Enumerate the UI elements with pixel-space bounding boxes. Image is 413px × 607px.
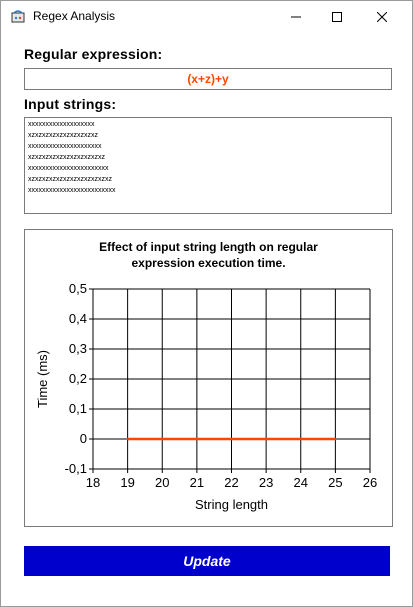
chart-panel: Effect of input string length on regular… [24,229,393,527]
title-bar[interactable]: Regex Analysis [1,1,412,32]
x-tick-label: 22 [224,475,238,490]
y-tick-label: 0,3 [69,341,87,356]
data-point [265,438,267,440]
x-tick-label: 19 [120,475,134,490]
x-tick-label: 18 [86,475,100,490]
y-tick-label: 0,4 [69,311,87,326]
input-strings-label: Input strings: [24,96,117,112]
x-tick-label: 21 [190,475,204,490]
input-string-line: xzxzxzxzxzxzxzxzxzxzxz [28,154,105,161]
update-button[interactable]: Update [24,546,390,576]
input-string-line: xxxxxxxxxxxxxxxxxxxxx [28,143,102,150]
input-string-line: xzxzxzxzxzxzxzxzxzxz [28,132,98,139]
close-button[interactable] [359,1,405,32]
line-chart: 18 19 20 21 22 23 24 25 26 0,5 0,4 0,3 0,2 0,1 0 -0,1 St… [35,281,377,512]
maximize-button[interactable] [314,1,360,32]
chart-title-line-1: Effect of input string length on regular [99,240,318,254]
data-point [161,438,164,440]
y-tick-label: 0 [80,431,87,446]
y-tick-label: 0,5 [69,281,87,296]
regex-label: Regular expression: [24,46,163,62]
input-string-line: xzxzxzxzxzxzxzxzxzxzxzxz [28,176,112,183]
input-strings-textarea[interactable]: xxxxxxxxxxxxxxxxxxx xzxzxzxzxzxzxzxzxzxz… [24,117,392,214]
regex-input[interactable]: (x+z)+y [24,68,392,90]
data-point [334,438,337,440]
x-tick-label: 23 [259,475,273,490]
x-tick-label: 26 [363,475,377,490]
chart-title-line-2: expression execution time. [131,256,286,270]
y-tick-label: 0,2 [69,371,87,386]
minimize-button[interactable] [273,1,319,32]
window-title: Regex Analysis [33,9,116,23]
x-tick-label: 20 [155,475,169,490]
input-string-line: xxxxxxxxxxxxxxxxxxx [28,121,95,128]
data-point [230,438,233,440]
y-tick-label: -0,1 [65,461,87,476]
x-axis-label: String length [195,497,268,512]
x-tick-label: 24 [294,475,308,490]
input-string-line: xxxxxxxxxxxxxxxxxxxxxxxxx [28,187,116,194]
minimize-icon [291,16,301,17]
app-icon [11,10,25,23]
data-point [126,438,129,440]
input-string-line: xxxxxxxxxxxxxxxxxxxxxxx [28,165,109,172]
x-tick-label: 25 [328,475,342,490]
close-icon [377,11,387,22]
y-tick-label: 0,1 [69,401,87,416]
data-point [196,438,198,440]
data-point [299,438,302,440]
y-axis-label: Time (ms) [35,350,50,408]
maximize-icon [332,11,342,22]
